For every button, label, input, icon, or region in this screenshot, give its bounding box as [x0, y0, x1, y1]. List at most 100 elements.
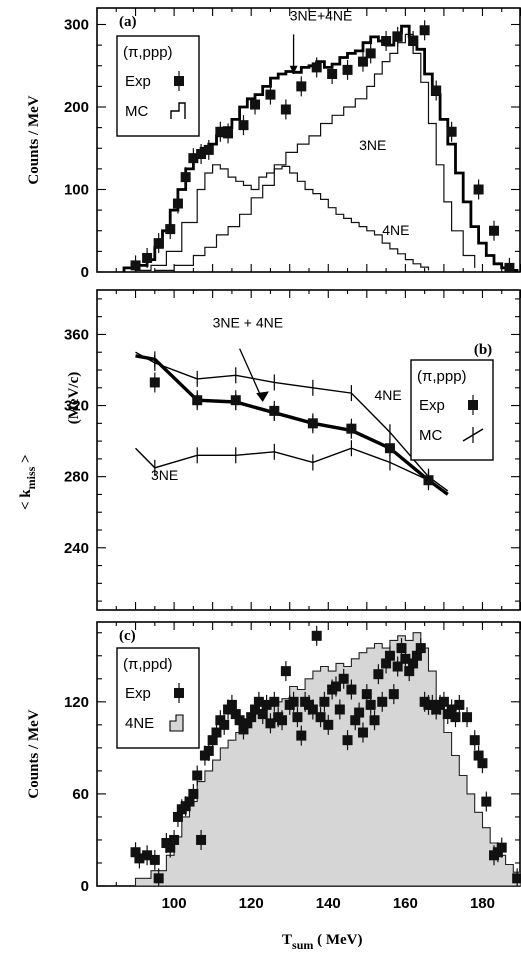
exp-point: [392, 661, 403, 672]
exp-point: [165, 224, 176, 235]
exp-point: [315, 712, 326, 723]
exp-point: [377, 696, 388, 707]
series-4ne-line: [135, 351, 449, 492]
exp-point: [361, 689, 372, 700]
panel-a: 0 100 200 300 Counts / MeV (a) 3NE+4NE 3NE 4NE (π…: [26, 7, 521, 281]
exp-point: [188, 788, 199, 799]
exp-point: [153, 873, 164, 884]
exp-point: [357, 56, 368, 67]
x-axis-label: Tsum ( MeV): [282, 932, 363, 952]
exp-point: [404, 666, 415, 677]
exp-point: [334, 704, 345, 715]
exp-point: [373, 669, 384, 680]
exp-point: [234, 715, 245, 726]
exp-point: [423, 475, 434, 486]
legend-entry-label: Exp: [125, 685, 151, 702]
exp-point: [238, 120, 249, 131]
series-3ne-histogram: [154, 33, 476, 272]
exp-point: [246, 712, 257, 723]
exp-point: [196, 149, 207, 160]
y-tick-label: 200: [64, 99, 89, 116]
annotation-label: 3NE+4NE: [290, 7, 353, 23]
exp-point: [165, 842, 176, 853]
exp-point: [250, 99, 261, 110]
exp-point: [384, 443, 395, 454]
legend-entry-label: 4NE: [125, 715, 154, 732]
legend-box: [116, 647, 200, 749]
legend-mc-symbol: [170, 102, 186, 119]
annotation-arrow-head: [289, 65, 298, 74]
x-tick-label: 140: [316, 895, 341, 912]
legend-title: (π,ppd): [123, 656, 173, 673]
exp-point: [469, 735, 480, 746]
exp-point: [149, 377, 160, 388]
exp-point: [438, 696, 449, 707]
exp-point: [192, 770, 203, 781]
exp-point: [384, 650, 395, 661]
series-group: [122, 20, 519, 272]
exp-point: [253, 696, 264, 707]
annotation-label: 3NE + 4NE: [213, 314, 283, 330]
exp-point: [265, 89, 276, 100]
annotation-arrow: [239, 348, 264, 401]
exp-point: [280, 104, 291, 115]
exp-point: [381, 36, 392, 46]
x-tick-label: 180: [470, 895, 495, 912]
exp-point: [396, 643, 407, 654]
exp-point: [381, 658, 392, 669]
exp-point: [346, 423, 357, 434]
exp-point: [269, 405, 280, 416]
exp-point: [277, 715, 288, 726]
exp-point: [261, 699, 272, 710]
legend-exp-marker: [468, 400, 478, 410]
exp-point: [342, 735, 353, 746]
exp-point: [408, 36, 419, 46]
exp-point: [203, 745, 214, 756]
exp-point: [446, 126, 457, 137]
series-group: [135, 351, 449, 496]
y-tick-label: 280: [64, 469, 89, 486]
x-tick-label: 120: [239, 895, 264, 912]
x-tick-label: 100: [162, 895, 187, 912]
exp-point: [481, 796, 492, 807]
exp-point: [296, 730, 307, 741]
exp-point: [350, 715, 361, 726]
annotation-label: 3NE: [359, 137, 386, 153]
exp-point: [226, 699, 237, 710]
y-tick-label: 320: [64, 398, 89, 415]
y-axis-label: Counts / MeV: [26, 709, 42, 798]
exp-point: [431, 85, 442, 96]
exp-point: [172, 198, 183, 209]
exp-point: [450, 712, 461, 723]
exp-point: [215, 126, 226, 137]
exp-point: [180, 172, 191, 183]
exp-point: [504, 262, 515, 272]
exp-point: [142, 252, 153, 263]
exp-point: [192, 395, 203, 406]
exp-point: [130, 260, 141, 271]
exp-point: [242, 718, 253, 729]
panel-b: 240 280 320 360 < kmiss > (MeV/c) (b) 3NE + 4NE…: [18, 289, 521, 611]
exp-point: [462, 712, 473, 723]
exp-point: [330, 681, 341, 692]
y-tick-label: 300: [64, 17, 89, 34]
exp-point: [207, 735, 218, 746]
legend: (π,ppd) Exp 4NE: [116, 647, 200, 749]
exp-point: [496, 842, 507, 853]
legend-entry-label: Exp: [125, 73, 151, 90]
exp-point: [415, 643, 426, 654]
panel-label: (c): [119, 628, 136, 644]
exp-point: [153, 238, 164, 249]
exp-point: [388, 689, 399, 700]
exp-point: [142, 850, 153, 861]
exp-point: [269, 696, 280, 707]
exp-point: [211, 727, 222, 738]
exp-point: [292, 712, 303, 723]
y-axis-unit: (MeV/c): [66, 372, 82, 424]
legend-exp-marker: [174, 688, 184, 698]
legend-entry-label: MC: [125, 103, 148, 120]
exp-point: [408, 658, 419, 669]
exp-point: [346, 684, 357, 695]
legend-exp-marker: [174, 76, 184, 86]
annotation-arrow-head: [256, 391, 269, 402]
